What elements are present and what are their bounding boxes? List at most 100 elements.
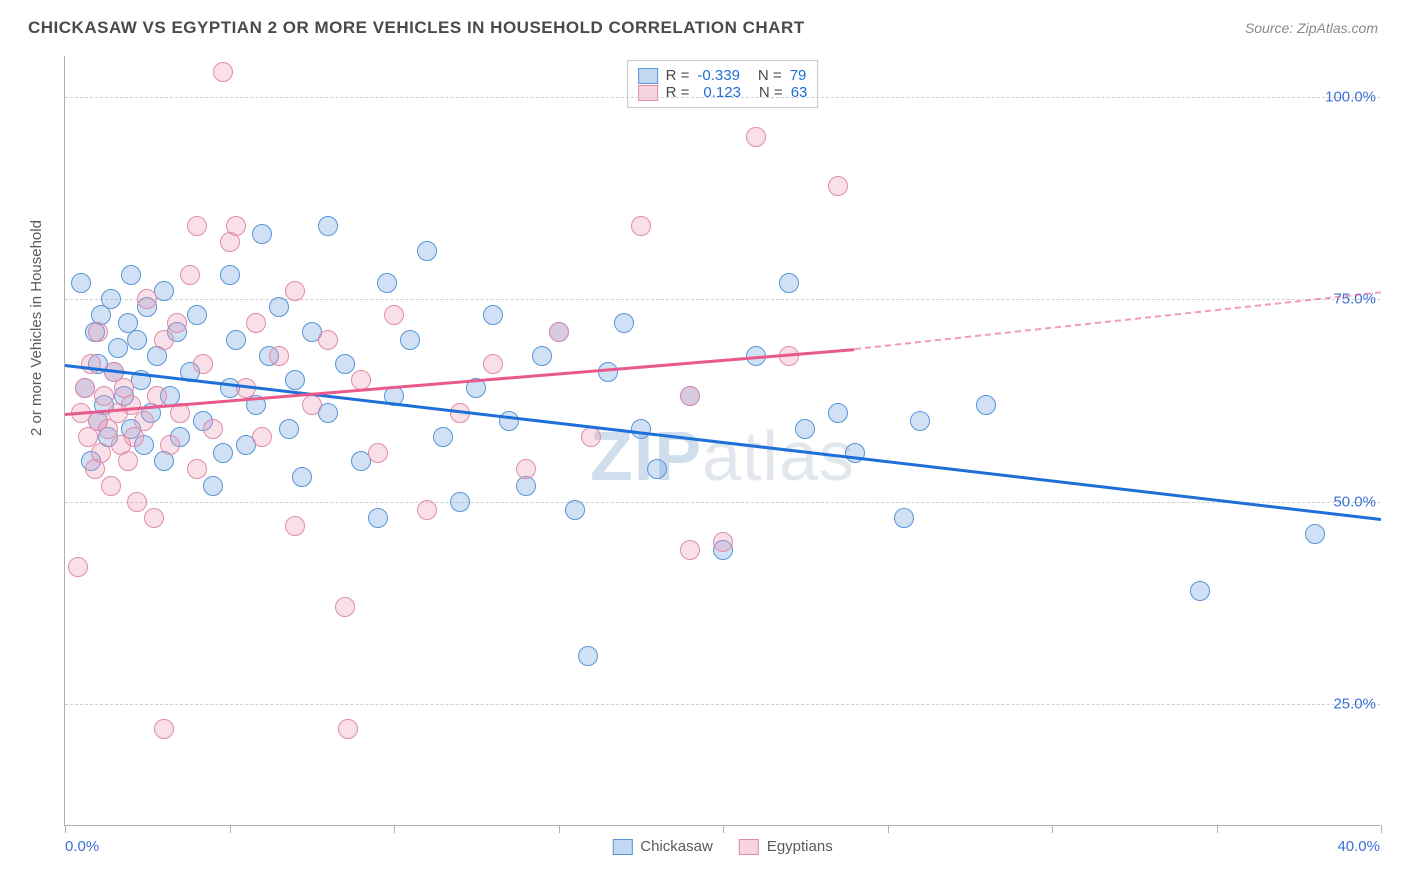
x-tick: [888, 825, 889, 833]
data-point: [101, 289, 121, 309]
data-point: [631, 419, 651, 439]
x-tick: [1052, 825, 1053, 833]
data-point: [187, 216, 207, 236]
stat-r-label: R =: [666, 84, 690, 101]
data-point: [187, 459, 207, 479]
data-point: [285, 370, 305, 390]
data-point: [581, 427, 601, 447]
data-point: [167, 313, 187, 333]
data-point: [516, 459, 536, 479]
stat-r-chickasaw: -0.339: [697, 67, 740, 84]
gridline: [65, 502, 1380, 503]
legend-swatch-chickasaw: [612, 839, 632, 855]
swatch-egyptians: [638, 85, 658, 101]
data-point: [647, 459, 667, 479]
data-point: [147, 386, 167, 406]
y-axis-label: 2 or more Vehicles in Household: [28, 220, 45, 436]
legend-swatch-egyptians: [739, 839, 759, 855]
data-point: [154, 719, 174, 739]
data-point: [203, 476, 223, 496]
data-point: [532, 346, 552, 366]
data-point: [121, 265, 141, 285]
data-point: [88, 322, 108, 342]
data-point: [828, 176, 848, 196]
stat-row-egyptians: R = 0.123 N = 63: [638, 84, 808, 101]
data-point: [108, 338, 128, 358]
data-point: [368, 443, 388, 463]
legend-label-egyptians: Egyptians: [767, 838, 833, 855]
data-point: [828, 403, 848, 423]
data-point: [302, 395, 322, 415]
y-tick-label: 25.0%: [1333, 696, 1376, 713]
series-legend: Chickasaw Egyptians: [612, 838, 832, 855]
data-point: [433, 427, 453, 447]
data-point: [127, 492, 147, 512]
data-point: [318, 330, 338, 350]
data-point: [68, 557, 88, 577]
data-point: [118, 451, 138, 471]
data-point: [318, 216, 338, 236]
data-point: [746, 127, 766, 147]
source-label: Source: ZipAtlas.com: [1245, 20, 1378, 36]
data-point: [450, 492, 470, 512]
data-point: [384, 305, 404, 325]
x-tick: [230, 825, 231, 833]
stat-n-label: N =: [758, 67, 782, 84]
data-point: [598, 362, 618, 382]
data-point: [226, 330, 246, 350]
data-point: [483, 354, 503, 374]
data-point: [976, 395, 996, 415]
x-tick: [723, 825, 724, 833]
x-tick: [394, 825, 395, 833]
data-point: [91, 443, 111, 463]
data-point: [614, 313, 634, 333]
data-point: [134, 411, 154, 431]
data-point: [417, 500, 437, 520]
data-point: [338, 719, 358, 739]
data-point: [680, 386, 700, 406]
x-tick: [65, 825, 66, 833]
y-tick-label: 100.0%: [1325, 88, 1376, 105]
data-point: [226, 216, 246, 236]
x-tick: [559, 825, 560, 833]
data-point: [252, 224, 272, 244]
data-point: [549, 322, 569, 342]
data-point: [368, 508, 388, 528]
data-point: [213, 62, 233, 82]
gridline: [65, 704, 1380, 705]
data-point: [1305, 524, 1325, 544]
data-point: [499, 411, 519, 431]
gridline: [65, 97, 1380, 98]
x-axis-max-label: 40.0%: [1337, 838, 1380, 855]
data-point: [565, 500, 585, 520]
data-point: [285, 516, 305, 536]
stat-n-label: N =: [759, 84, 783, 101]
data-point: [631, 216, 651, 236]
data-point: [483, 305, 503, 325]
data-point: [81, 354, 101, 374]
data-point: [795, 419, 815, 439]
data-point: [154, 330, 174, 350]
legend-item-chickasaw: Chickasaw: [612, 838, 713, 855]
data-point: [779, 273, 799, 293]
data-point: [203, 419, 223, 439]
data-point: [335, 597, 355, 617]
data-point: [137, 289, 157, 309]
stat-n-egyptians: 63: [791, 84, 808, 101]
data-point: [71, 273, 91, 293]
data-point: [279, 419, 299, 439]
data-point: [713, 532, 733, 552]
data-point: [220, 265, 240, 285]
data-point: [400, 330, 420, 350]
data-point: [246, 313, 266, 333]
x-axis-min-label: 0.0%: [65, 838, 99, 855]
legend-label-chickasaw: Chickasaw: [640, 838, 713, 855]
data-point: [160, 435, 180, 455]
data-point: [285, 281, 305, 301]
data-point: [910, 411, 930, 431]
y-tick-label: 50.0%: [1333, 493, 1376, 510]
x-tick: [1381, 825, 1382, 833]
data-point: [187, 305, 207, 325]
data-point: [578, 646, 598, 666]
data-point: [75, 378, 95, 398]
